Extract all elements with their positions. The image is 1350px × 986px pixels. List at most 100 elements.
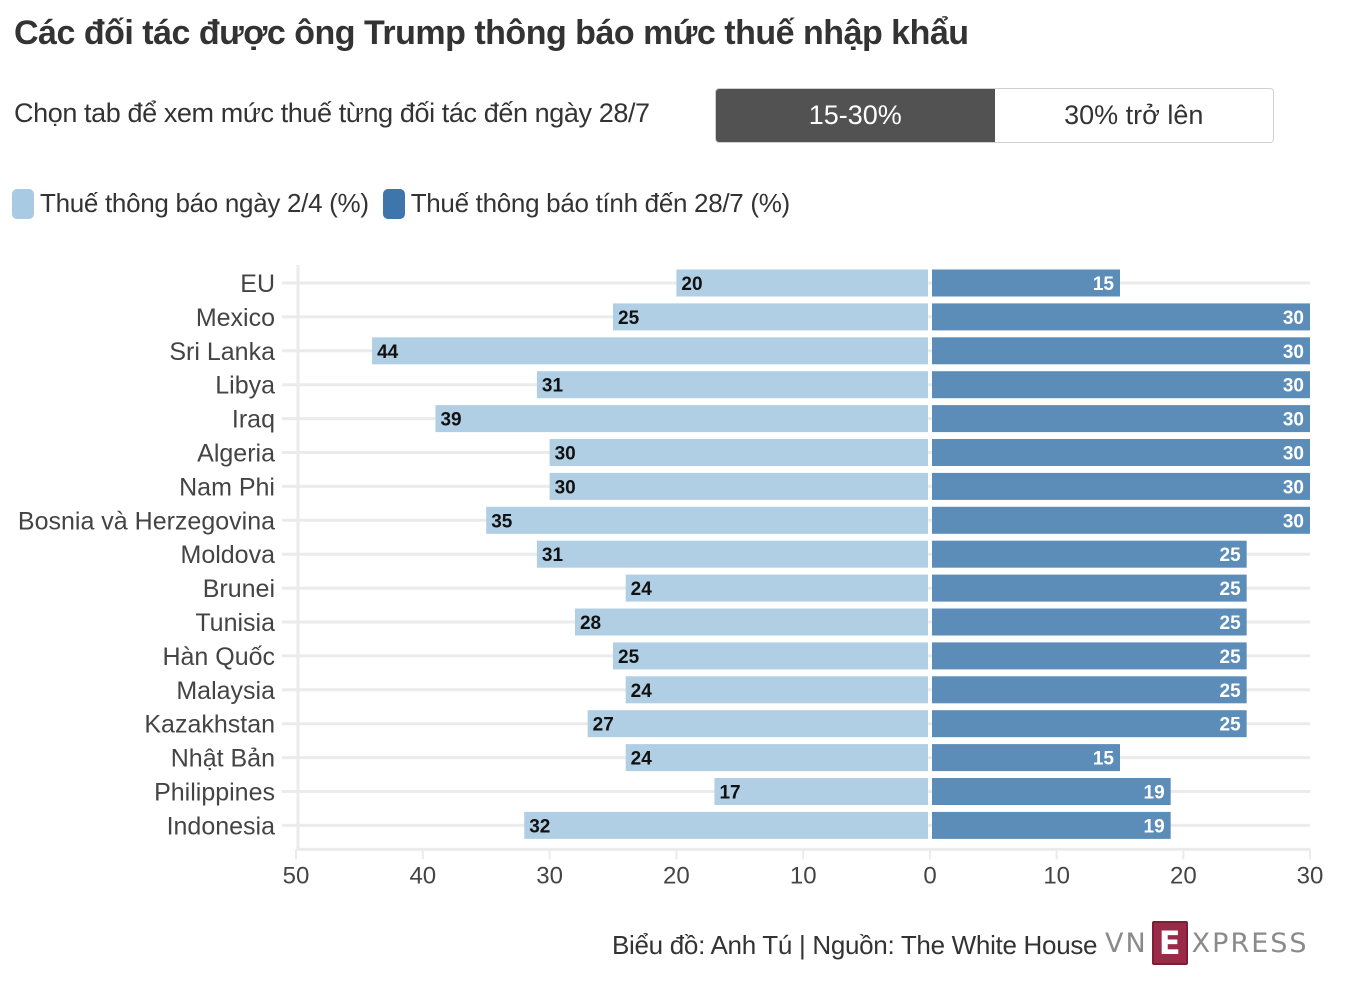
bar-label-april: 39 — [440, 410, 461, 431]
bar-april — [714, 778, 928, 805]
bar-label-april: 25 — [618, 647, 640, 668]
tab-30-plus[interactable]: 30% trở lên — [994, 89, 1273, 142]
x-tick-label: 20 — [663, 862, 690, 889]
vnexpress-logo: VN E XPRESS — [1105, 921, 1309, 965]
bar-label-july: 25 — [1220, 579, 1242, 600]
logo-text-vn: VN — [1105, 927, 1148, 959]
category-label: Moldova — [181, 541, 276, 569]
bar-label-april: 28 — [580, 613, 601, 634]
category-label: Bosnia và Herzegovina — [18, 507, 275, 535]
legend-item-april: Thuế thông báo ngày 2/4 (%) — [12, 188, 369, 219]
bar-july — [932, 439, 1310, 466]
x-tick-label: 20 — [1170, 862, 1197, 889]
bar-label-july: 30 — [1283, 342, 1304, 363]
bar-label-july: 15 — [1093, 274, 1115, 295]
bar-label-april: 24 — [631, 579, 653, 600]
bar-july — [932, 608, 1247, 636]
legend-label-april: Thuế thông báo ngày 2/4 (%) — [40, 188, 369, 218]
bar-july — [932, 744, 1120, 772]
bar-label-april: 31 — [542, 545, 564, 566]
bar-april — [625, 676, 928, 704]
bar-july — [932, 540, 1247, 568]
bar-july — [932, 811, 1171, 839]
bar-label-april: 24 — [631, 681, 653, 702]
category-label: EU — [240, 270, 275, 298]
x-tick-label: 30 — [536, 862, 563, 889]
category-label: Nam Phi — [179, 473, 275, 501]
bar-label-april: 27 — [593, 715, 614, 736]
chart-subtitle: Chọn tab để xem mức thuế từng đối tác đế… — [14, 98, 650, 128]
bar-label-july: 30 — [1283, 511, 1304, 532]
x-tick-label: 0 — [923, 862, 936, 889]
bar-april — [549, 439, 928, 466]
bar-label-april: 30 — [555, 477, 576, 498]
bar-label-july: 30 — [1283, 376, 1304, 397]
bar-label-july: 19 — [1144, 816, 1165, 837]
range-tabs: 15-30% 30% trở lên — [715, 88, 1274, 143]
bar-label-july: 25 — [1220, 647, 1242, 668]
x-tick-label: 10 — [1043, 862, 1070, 889]
bar-april — [536, 540, 928, 568]
bar-label-april: 44 — [377, 342, 399, 363]
bar-april — [574, 608, 928, 636]
legend-swatch-april — [12, 188, 34, 219]
category-label: Mexico — [196, 304, 275, 332]
category-label: Kazakhstan — [144, 711, 275, 739]
logo-text-xpress: XPRESS — [1191, 927, 1309, 959]
chart-title: Các đối tác được ông Trump thông báo mức… — [14, 14, 969, 52]
bar-label-july: 25 — [1220, 545, 1242, 566]
bar-label-april: 35 — [491, 511, 513, 532]
category-label: Brunei — [203, 575, 275, 603]
bar-label-april: 30 — [555, 444, 576, 465]
bar-july — [932, 371, 1310, 399]
bar-april — [486, 506, 928, 534]
bar-label-april: 17 — [719, 783, 740, 804]
chart-credit: Biểu đồ: Anh Tú | Nguồn: The White House — [612, 930, 1098, 960]
bar-label-april: 24 — [631, 749, 653, 770]
bar-july — [932, 778, 1171, 805]
category-label: Hàn Quốc — [162, 643, 275, 671]
bar-april — [549, 472, 928, 500]
category-label: Libya — [215, 372, 275, 400]
legend-swatch-july — [382, 188, 405, 219]
bar-label-july: 25 — [1220, 715, 1242, 736]
category-label: Iraq — [232, 406, 275, 434]
bar-label-july: 30 — [1283, 308, 1304, 329]
category-label: Algeria — [197, 440, 275, 468]
x-tick-label: 30 — [1297, 862, 1324, 889]
category-label: Indonesia — [167, 812, 276, 840]
bar-april — [625, 574, 928, 602]
bar-april — [613, 642, 928, 670]
bar-april — [676, 269, 928, 297]
category-label: Nhật Bản — [171, 745, 275, 773]
bar-april — [524, 811, 928, 839]
bar-april — [587, 710, 928, 738]
bar-april — [536, 371, 928, 399]
category-label: Malaysia — [176, 677, 275, 705]
legend-item-july: Thuế thông báo tính đến 28/7 (%) — [382, 188, 791, 219]
bar-label-july: 25 — [1220, 613, 1242, 634]
bar-july — [932, 642, 1247, 670]
bar-july — [932, 574, 1247, 602]
bar-label-july: 25 — [1220, 681, 1242, 702]
bar-april — [435, 405, 928, 433]
legend: Thuế thông báo ngày 2/4 (%) Thuế thông b… — [12, 188, 804, 219]
tab-15-30[interactable]: 15-30% — [716, 89, 995, 142]
bar-label-july: 15 — [1093, 749, 1115, 770]
bar-july — [932, 472, 1310, 500]
category-label: Sri Lanka — [169, 338, 275, 366]
bar-july — [932, 269, 1120, 297]
x-tick-label: 40 — [409, 862, 436, 889]
category-label: Tunisia — [195, 609, 275, 637]
bar-july — [932, 676, 1247, 704]
legend-label-july: Thuế thông báo tính đến 28/7 (%) — [410, 188, 791, 218]
bar-april — [372, 337, 929, 365]
x-tick-label: 10 — [790, 862, 817, 889]
x-tick-label: 50 — [283, 862, 310, 889]
logo-e-box: E — [1151, 921, 1188, 965]
bar-july — [932, 405, 1310, 433]
bar-label-july: 19 — [1144, 783, 1165, 804]
bar-july — [932, 710, 1247, 738]
bar-label-july: 30 — [1283, 477, 1304, 498]
bar-july — [932, 303, 1310, 331]
